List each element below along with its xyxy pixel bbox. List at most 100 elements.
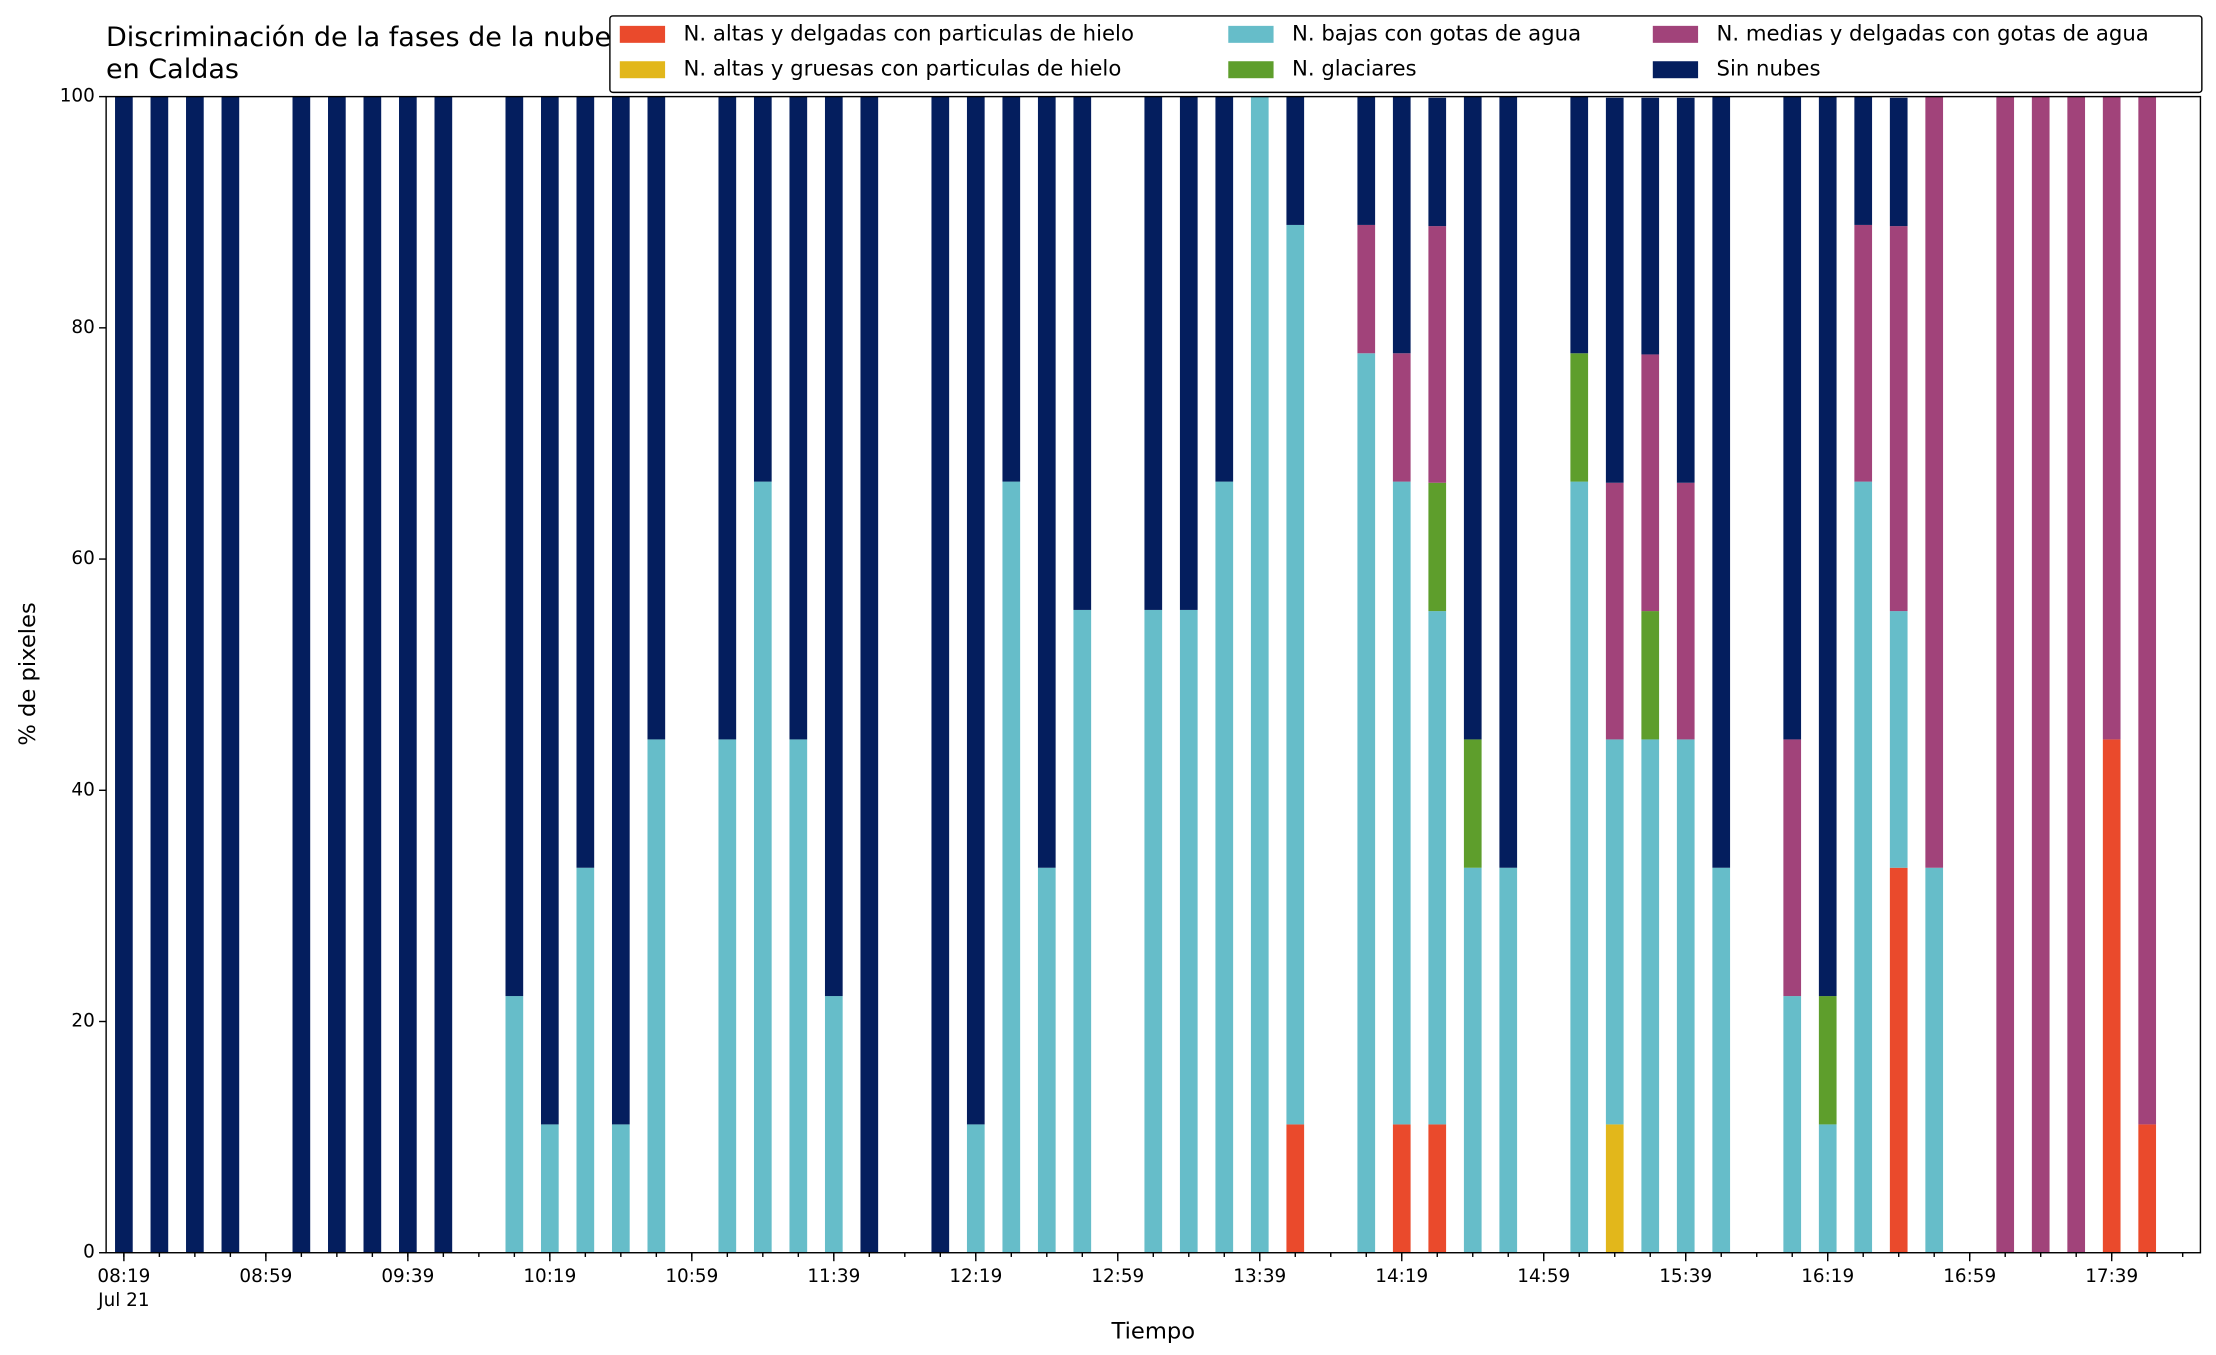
- bar-segment: [1357, 96, 1376, 225]
- legend-swatch: [1652, 61, 1699, 79]
- bar-segment: [966, 1124, 985, 1253]
- bar-segment: [1463, 867, 1482, 1253]
- y-tick-label: 60: [71, 548, 94, 569]
- bar-segment: [1676, 739, 1695, 1253]
- legend-swatch: [1228, 61, 1274, 79]
- bar-segment: [1641, 739, 1660, 1253]
- bar-segment: [1641, 354, 1660, 612]
- bar-segment: [1144, 609, 1163, 1253]
- y-tick-label: 100: [60, 86, 95, 107]
- chart-title: Discriminación de la fases de la nube en…: [106, 22, 612, 85]
- x-tick-label: 08:59: [239, 1266, 292, 1287]
- bar-segment: [1499, 867, 1518, 1253]
- x-tick-label: 14:59: [1517, 1266, 1570, 1287]
- bar-segment: [966, 96, 985, 1125]
- bar-segment: [1818, 996, 1837, 1125]
- bar-segment: [505, 96, 524, 997]
- legend-swatch: [619, 61, 666, 79]
- bar-segment: [611, 96, 630, 1125]
- bar-segment: [1818, 1124, 1837, 1253]
- bar-segment: [1392, 96, 1411, 354]
- bar-segment: [576, 96, 595, 868]
- bar-segment: [1783, 96, 1802, 740]
- bar-segment: [1605, 482, 1624, 740]
- bar-segment: [2138, 1124, 2157, 1253]
- x-tick-label: 12:19: [949, 1266, 1002, 1287]
- bar-segment: [2102, 739, 2121, 1253]
- legend-label: N. altas y gruesas con particulas de hie…: [683, 57, 1121, 82]
- bar-segment: [789, 739, 808, 1253]
- bar-segment: [1676, 482, 1695, 740]
- bar-segment: [1037, 96, 1056, 868]
- bar-segment: [2031, 96, 2050, 1253]
- bar-segment: [1392, 353, 1411, 482]
- bar-segment: [1179, 609, 1198, 1253]
- bar-segment: [753, 96, 772, 482]
- bar-segment: [1073, 96, 1092, 610]
- bar-segment: [1215, 481, 1234, 1253]
- y-tick-label: 80: [71, 317, 94, 338]
- bar-segment: [1428, 226, 1447, 483]
- bar-segment: [1889, 611, 1908, 868]
- bar-segment: [505, 996, 524, 1253]
- bar-segment: [1463, 96, 1482, 740]
- bar-segment: [1250, 96, 1269, 1253]
- bar-segment: [1676, 97, 1695, 483]
- x-tick-label: 09:39: [381, 1266, 434, 1287]
- x-tick-label: 16:59: [1943, 1266, 1996, 1287]
- x-axis-label: Tiempo: [1110, 1318, 1195, 1344]
- bar-segment: [1570, 96, 1589, 354]
- bar-segment: [718, 96, 737, 740]
- bar-segment: [150, 96, 169, 1253]
- bar-segment: [860, 96, 879, 1253]
- bar-segment: [399, 96, 417, 1253]
- bar-segment: [1215, 96, 1234, 482]
- x-tick-label: 14:19: [1375, 1266, 1428, 1287]
- bar-segment: [576, 867, 595, 1253]
- bar-segment: [1783, 996, 1802, 1253]
- y-tick-label: 20: [71, 1011, 94, 1032]
- bar-segment: [1392, 481, 1411, 1125]
- x-tick-sublabel: Jul 21: [97, 1290, 149, 1311]
- legend-swatch: [1652, 25, 1699, 43]
- bar-segment: [1144, 96, 1163, 610]
- bar-segment: [1428, 611, 1447, 1125]
- bar-segment: [292, 96, 311, 1253]
- bar-segment: [363, 96, 382, 1253]
- bar-segment: [824, 96, 843, 997]
- bar-segment: [1428, 1124, 1447, 1253]
- y-tick-label: 0: [83, 1242, 95, 1263]
- legend-label: Sin nubes: [1716, 57, 1820, 82]
- bar-segment: [1889, 226, 1908, 612]
- bar-segment: [186, 96, 204, 1253]
- bar-segment: [789, 96, 808, 740]
- bar-segment: [753, 481, 772, 1253]
- bar-segment: [540, 1124, 559, 1253]
- bar-segment: [540, 96, 559, 1125]
- bar-segment: [1286, 96, 1305, 225]
- bar-segment: [647, 96, 666, 740]
- legend-label: N. glaciares: [1292, 57, 1417, 82]
- bar-segment: [1783, 739, 1802, 997]
- x-tick-label: 12:59: [1091, 1266, 1144, 1287]
- bar-segment: [115, 96, 133, 1253]
- bar-segment: [1002, 96, 1021, 482]
- bar-segment: [1605, 97, 1624, 483]
- x-tick-label: 17:39: [2085, 1266, 2138, 1287]
- bar-segment: [1854, 224, 1873, 482]
- bar-segment: [1641, 97, 1660, 355]
- bar-segment: [1357, 353, 1376, 1253]
- bar-segment: [718, 739, 737, 1253]
- bar-segment: [1179, 96, 1198, 610]
- bar-segment: [1889, 867, 1908, 1253]
- bar-segment: [1854, 96, 1873, 225]
- x-tick-label: 10:59: [665, 1266, 718, 1287]
- bar-segment: [328, 96, 346, 1253]
- legend-swatch: [619, 25, 666, 43]
- y-tick-label: 40: [71, 779, 94, 800]
- bar-segment: [1889, 97, 1908, 227]
- bar-segment: [1712, 96, 1731, 868]
- bar-segment: [1073, 609, 1092, 1253]
- bar-segment: [1570, 481, 1589, 1253]
